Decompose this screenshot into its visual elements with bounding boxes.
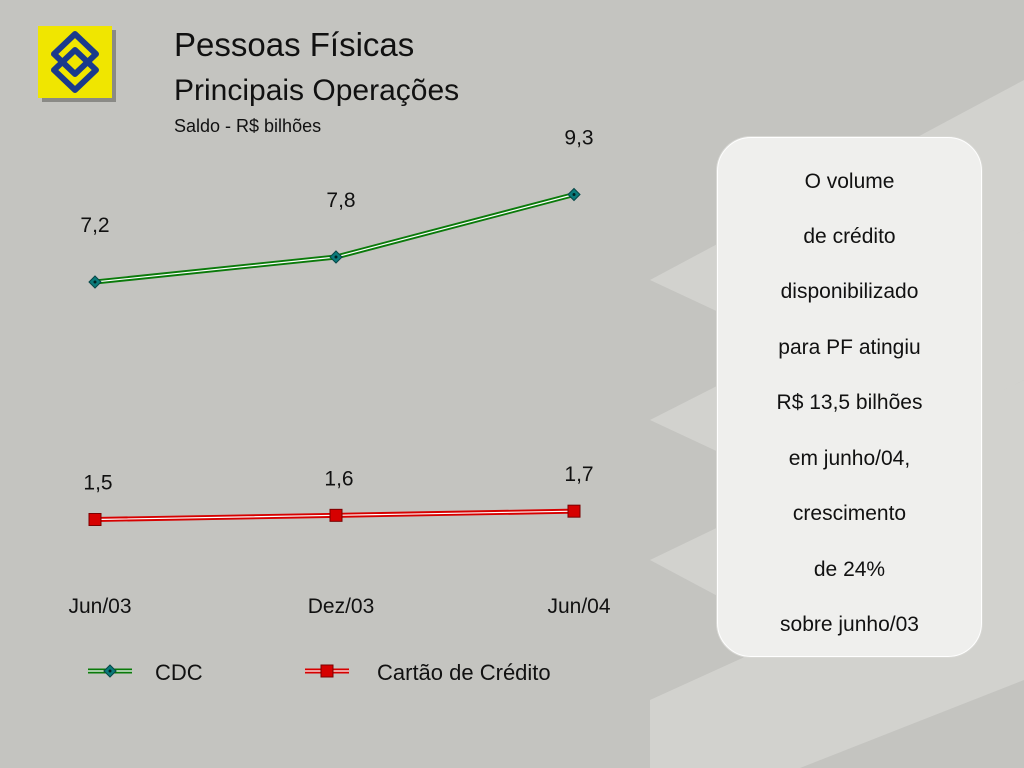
legend-marker-cartao [320, 664, 334, 678]
point-cartao-2 [567, 504, 581, 518]
callout-line: de crédito [803, 225, 896, 248]
data-label-cdc-0: 7,2 [80, 214, 109, 237]
data-label-cartao-1: 1,6 [324, 467, 353, 490]
point-cdc-2-center [572, 193, 576, 196]
point-cdc-0-center [93, 280, 97, 284]
x-tick-label-1: Dez/03 [308, 595, 375, 618]
point-cdc-1-center [334, 255, 338, 259]
banco-do-brasil-logo [38, 26, 116, 102]
callout-line: crescimento [792, 502, 907, 525]
callout-line: em junho/04, [788, 447, 911, 470]
data-label-cartao-2: 1,7 [564, 463, 593, 486]
callout-line: O volume [804, 170, 895, 193]
callout-line: R$ 13,5 bilhões [776, 391, 923, 414]
callout-line: de 24% [813, 558, 886, 581]
callout-box: O volume de crédito disponibilizado para… [717, 137, 982, 657]
callout-line: para PF atingiu [778, 336, 921, 359]
page-subtitle: Principais Operações [174, 74, 460, 107]
data-label-cdc-2: 9,3 [564, 127, 593, 150]
x-tick-label-0: Jun/03 [68, 595, 131, 618]
callout-line: disponibilizado [780, 280, 919, 303]
data-label-cdc-1: 7,8 [326, 189, 355, 212]
callout-line: sobre junho/03 [780, 613, 919, 636]
page-title: Pessoas Físicas [174, 26, 415, 63]
unit-label: Saldo - R$ bilhões [174, 116, 322, 136]
x-tick-label-2: Jun/04 [547, 595, 610, 618]
point-cartao-1 [329, 508, 343, 522]
legend-label-cartao: Cartão de Crédito [377, 660, 551, 685]
legend-label-cdc: CDC [155, 660, 203, 685]
legend-marker-cdc-center [108, 669, 112, 673]
data-label-cartao-0: 1,5 [83, 472, 112, 495]
point-cartao-0 [88, 513, 102, 526]
